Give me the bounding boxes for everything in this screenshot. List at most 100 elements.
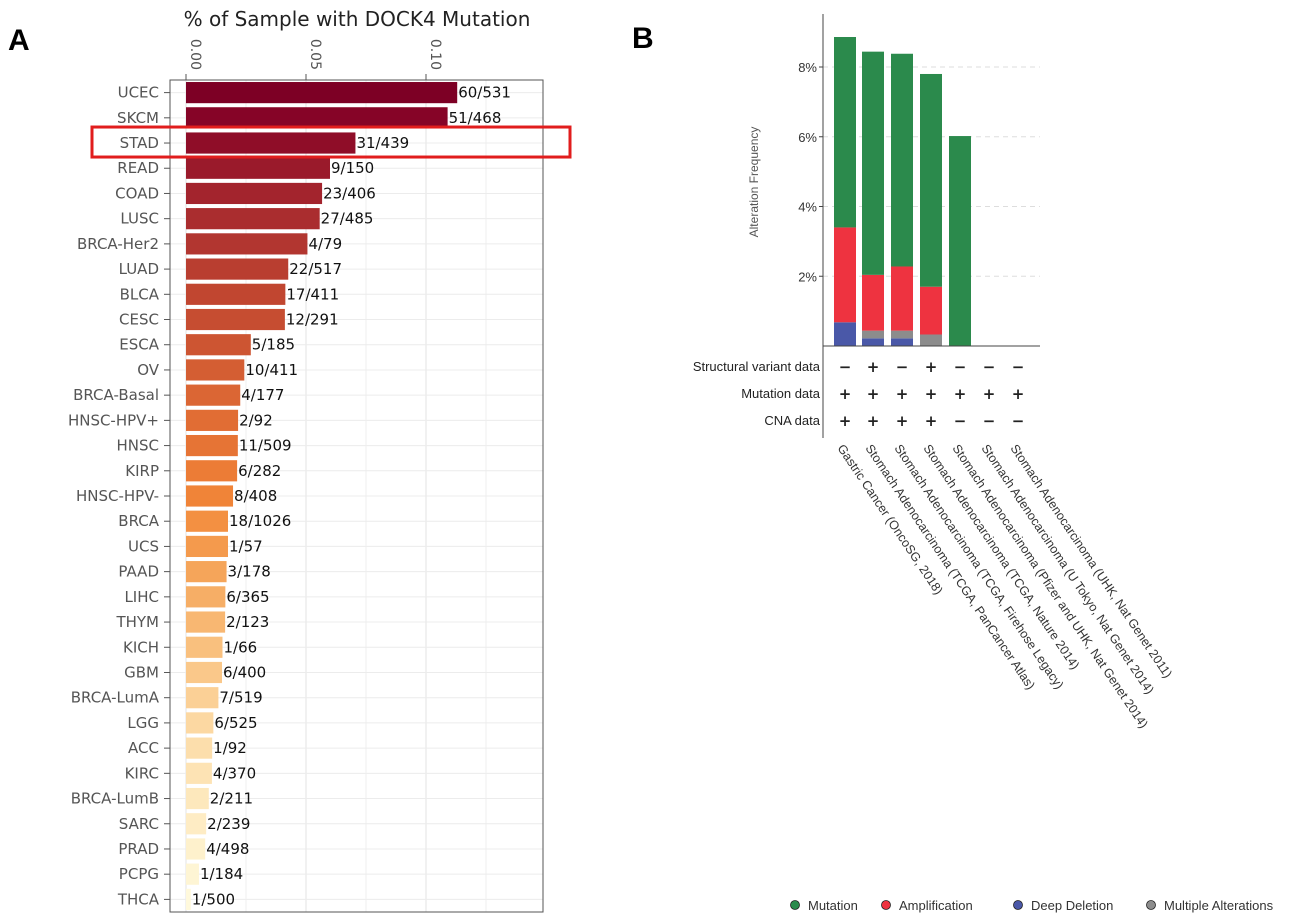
bar-segment-multiple-alterations [891,330,913,339]
category-label: CESC [119,311,159,329]
legend-swatch [1146,900,1156,910]
category-label: KIRP [125,462,159,480]
bar-LUSC [186,208,320,230]
value-label: 2/92 [239,411,273,429]
bar-segment-multiple-alterations [920,334,942,346]
plus-icon: + [954,385,967,403]
bar-KIRP [186,460,238,482]
plus-icon: + [867,385,880,403]
minus-icon: − [954,412,967,430]
panel-b-letter: B [632,22,654,55]
category-label: GBM [124,663,159,681]
bar-PCPG [186,863,199,885]
bar-segment-deep-deletion [834,322,856,346]
category-label: ACC [128,739,159,757]
bar-HNSC-HPV+ [186,409,239,431]
category-label: BRCA-LumB [71,790,159,808]
value-label: 4/370 [213,764,256,782]
panel-b-chart: Alteration Frequency 2% 4% 6% 8% Structural… [693,14,1274,913]
bar-CESC [186,308,285,331]
value-label: 1/500 [192,890,235,908]
category-label: BLCA [120,285,160,303]
bar-BRCA-LumB [186,787,209,810]
category-label: HNSC-HPV+ [68,411,159,429]
data-row-label: Structural variant data [693,359,821,374]
bar-BRCA-Her2 [186,233,308,255]
plus-icon: + [867,412,880,430]
x-tick-label: 0.05 [307,39,323,70]
plus-icon: + [896,412,909,430]
plus-icon: + [867,358,880,376]
value-label: 8/408 [234,487,277,505]
category-label: BRCA [118,512,159,530]
bar-PAAD [186,561,227,583]
bar-segment-mutation [862,51,884,275]
bar-HNSC [186,434,238,457]
minus-icon: − [839,358,852,376]
bar-THCA [186,888,191,910]
value-label: 4/177 [241,386,284,404]
bar-segment-deep-deletion [891,338,913,346]
bar-segment-mutation [891,53,913,267]
y-tick-label: 2% [798,269,817,284]
chart-a-frame [169,79,544,913]
plus-icon: + [839,385,852,403]
plus-icon: + [896,385,909,403]
category-label: OV [137,361,160,379]
legend-label: Mutation [808,898,858,913]
bar-SKCM [186,107,448,129]
x-tick-label: 0.00 [187,39,203,70]
category-label: PCPG [119,865,159,883]
value-label: 22/517 [289,260,342,278]
category-label: READ [117,159,159,177]
bar-segment-amplification [891,266,913,331]
minus-icon: − [954,358,967,376]
bar-OV [186,359,245,381]
x-tick-label: 0.10 [427,39,443,70]
bar-KICH [186,636,223,658]
category-label: UCEC [118,84,159,102]
y-tick-label: 6% [798,130,817,145]
category-label: BRCA-LumA [71,689,160,707]
bar-UCEC [186,82,458,104]
bar-SARC [186,813,207,835]
legend-label: Deep Deletion [1031,898,1113,913]
value-label: 5/185 [252,336,295,354]
value-label: 7/519 [219,689,262,707]
bar-PRAD [186,838,206,860]
bar-BRCA-Basal [186,384,241,406]
legend-label: Amplification [899,898,973,913]
y-tick-label: 8% [798,60,817,75]
bar-UCS [186,535,228,558]
value-label: 12/291 [286,311,339,329]
plus-icon: + [1012,385,1025,403]
legend-swatch [881,900,891,910]
value-label: 2/123 [226,613,269,631]
minus-icon: − [983,412,996,430]
category-label: LUAD [119,260,159,278]
bar-HNSC-HPV- [186,485,234,507]
bar-segment-deep-deletion [862,338,884,346]
value-label: 11/509 [239,437,292,455]
minus-icon: − [1012,412,1025,430]
plus-icon: + [983,385,996,403]
category-label: HNSC-HPV- [76,487,159,505]
bar-segment-amplification [834,227,856,323]
bar-READ [186,157,330,179]
value-label: 6/365 [226,588,269,606]
value-label: 1/66 [223,638,257,656]
value-label: 31/439 [356,134,409,152]
category-label: UCS [128,537,159,555]
plus-icon: + [925,358,938,376]
category-label: STAD [120,134,159,152]
category-label: PRAD [118,840,159,858]
data-row-label: CNA data [764,413,820,428]
legend-label: Multiple Alterations [1164,898,1274,913]
category-label: LGG [127,714,159,732]
value-label: 1/184 [200,865,243,883]
value-label: 51/468 [449,109,502,127]
bar-segment-amplification [862,274,884,331]
category-label: SARC [119,815,159,833]
category-label: COAD [115,184,159,202]
